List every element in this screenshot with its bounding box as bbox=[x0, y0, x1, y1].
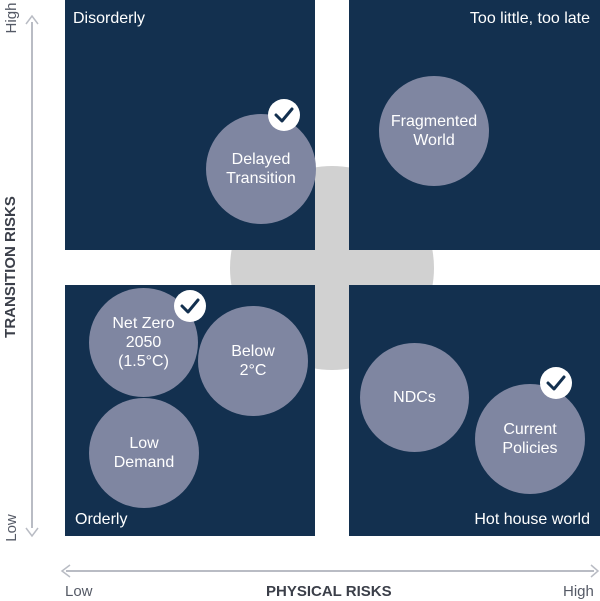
scenario-below-2c: Below 2°C bbox=[198, 306, 308, 416]
y-axis-line bbox=[31, 22, 33, 528]
y-axis-high-label: High bbox=[3, 2, 20, 34]
x-axis-line bbox=[66, 570, 594, 572]
quadrant-label-hot-house-world: Hot house world bbox=[474, 511, 590, 528]
quadrant-label-disorderly: Disorderly bbox=[73, 10, 146, 27]
y-axis-title-rotated: TRANSITION RISKS bbox=[2, 196, 19, 338]
scenario-low-demand: Low Demand bbox=[89, 398, 199, 508]
x-axis-arrow-right-icon bbox=[590, 564, 600, 578]
x-axis-arrow-left-icon bbox=[60, 564, 71, 578]
y-axis-arrow-up-icon bbox=[25, 14, 39, 25]
quadrant-label-too-little-too-late: Too little, too late bbox=[469, 10, 590, 27]
check-badge-icon bbox=[540, 367, 572, 399]
y-axis-low-label: Low bbox=[3, 514, 20, 542]
check-badge-icon bbox=[268, 99, 300, 131]
x-axis-low-label: Low bbox=[65, 583, 93, 600]
scenario-net-zero-2050: Net Zero 2050 (1.5°C) bbox=[89, 288, 198, 397]
scenario-current-policies: Current Policies bbox=[475, 384, 585, 494]
quadrant-label-orderly: Orderly bbox=[75, 511, 128, 528]
scenario-fragmented-world: Fragmented World bbox=[379, 76, 489, 186]
y-axis-arrow-down-icon bbox=[25, 527, 39, 538]
x-axis-title: PHYSICAL RISKS bbox=[266, 583, 392, 600]
scenario-ndcs: NDCs bbox=[360, 343, 469, 452]
x-axis-high-label: High bbox=[563, 583, 594, 600]
check-badge-icon bbox=[174, 290, 206, 322]
scenario-delayed-transition: Delayed Transition bbox=[206, 114, 316, 224]
